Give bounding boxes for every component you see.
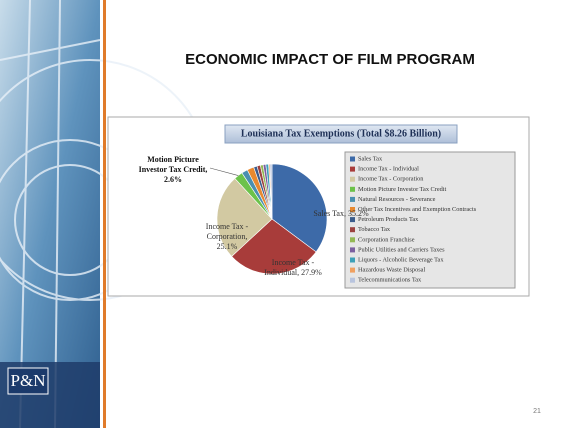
- legend-swatch: [350, 237, 355, 242]
- logo: P&N: [11, 371, 46, 390]
- data-label: Income Tax - Corporation, 25.1%: [196, 222, 258, 252]
- legend-label: Motion Picture Investor Tax Credit: [358, 186, 447, 193]
- divider: [103, 0, 106, 428]
- slide: P&N ECONOMIC IMPACT OF FILM PROGRAM Loui…: [0, 0, 574, 428]
- legend-swatch: [350, 278, 355, 283]
- legend-label: Tobacco Tax: [358, 226, 391, 233]
- legend-swatch: [350, 227, 355, 232]
- legend-swatch: [350, 167, 355, 172]
- legend-swatch: [350, 258, 355, 263]
- legend-swatch: [350, 187, 355, 192]
- data-label: Motion Picture Investor Tax Credit, 2.6%: [136, 155, 210, 185]
- legend-swatch: [350, 268, 355, 273]
- legend-swatch: [350, 177, 355, 182]
- legend-label: Income Tax - Corporation: [358, 176, 424, 183]
- legend-label: Telecommunications Tax: [358, 277, 422, 284]
- data-label: Income Tax - Individual, 27.9%: [258, 258, 328, 278]
- legend-label: Sales Tax: [358, 155, 383, 162]
- legend-label: Public Utilities and Carriers Taxes: [358, 246, 445, 253]
- legend-label: Corporation Franchise: [358, 236, 415, 243]
- legend-swatch: [350, 197, 355, 202]
- data-label: Sales Tax, 35.2%: [306, 209, 376, 219]
- slide-title: ECONOMIC IMPACT OF FILM PROGRAM: [185, 51, 475, 68]
- legend-label: Natural Resources - Severance: [358, 196, 436, 203]
- page-number: 21: [533, 408, 541, 415]
- legend-label: Liquors - Alcoholic Beverage Tax: [358, 256, 444, 263]
- slide-canvas: P&N ECONOMIC IMPACT OF FILM PROGRAM Loui…: [0, 0, 574, 428]
- chart-title: Louisiana Tax Exemptions (Total $8.26 Bi…: [241, 128, 441, 139]
- legend-label: Hazardous Waste Disposal: [358, 267, 425, 274]
- legend-label: Income Tax - Individual: [358, 166, 419, 173]
- legend-swatch: [350, 157, 355, 162]
- legend-swatch: [350, 247, 355, 252]
